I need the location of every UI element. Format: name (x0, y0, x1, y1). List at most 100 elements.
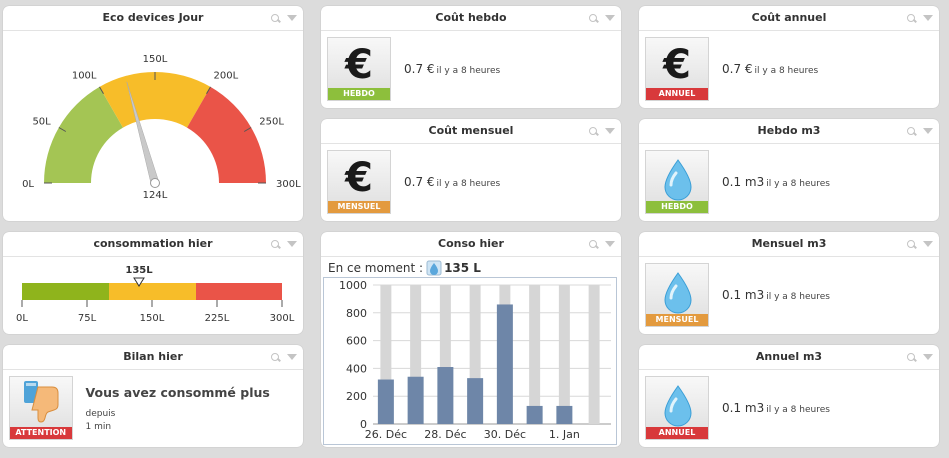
cout-annuel-widget: Coût annuel € ANNUEL 0.7 € il y a 8 heure… (639, 6, 939, 108)
y-tick-label: 600 (346, 335, 367, 348)
bilan-since: depuis (85, 409, 116, 419)
moment-label: En ce moment : (328, 261, 424, 275)
widget-title: Conso hier (438, 237, 504, 250)
since-text: il y a 8 heures (766, 405, 830, 415)
magnifier-icon[interactable] (271, 239, 280, 249)
chart-bar[interactable] (556, 405, 573, 424)
chart-bar[interactable] (558, 285, 570, 424)
magnifier-icon[interactable] (907, 239, 916, 249)
water-tile[interactable]: HEBDO (645, 150, 709, 214)
cost-tile[interactable]: € MENSUEL (327, 150, 391, 214)
chart-bar[interactable] (467, 378, 484, 424)
mensuel-m3-widget: Mensuel m3 MENSUEL 0.1 m3 il y a 8 heures (639, 232, 939, 334)
magnifier-icon[interactable] (589, 239, 598, 249)
tile-value: 0.7 € il y a 8 heures (404, 175, 500, 189)
tile-value: 0.7 € il y a 8 heures (404, 62, 500, 76)
tile-row: ATTENTION Vous avez consommé plus depuis… (9, 376, 303, 440)
tile-band: ANNUEL (646, 427, 708, 439)
magnifier-icon[interactable] (271, 13, 280, 23)
widget-title: Mensuel m3 (751, 237, 827, 250)
chart-bar[interactable] (588, 285, 600, 424)
water-tile[interactable]: ANNUEL (645, 376, 709, 440)
chart-bar[interactable] (439, 285, 451, 424)
gauge-value-label: 124L (143, 190, 168, 201)
tile-band: MENSUEL (328, 201, 390, 213)
chevron-down-icon[interactable] (923, 15, 933, 21)
cost-tile[interactable]: € HEBDO (327, 37, 391, 101)
tile-row: € HEBDO 0.7 € il y a 8 heures (327, 37, 500, 101)
chevron-down-icon[interactable] (923, 128, 933, 134)
euro-icon: € (663, 42, 691, 88)
magnifier-icon[interactable] (907, 352, 916, 362)
chevron-down-icon[interactable] (605, 15, 615, 21)
gauge-label: 0L (22, 179, 34, 190)
widget-tools (907, 6, 933, 30)
chart-bar[interactable] (526, 405, 543, 424)
tile-band: ANNUEL (646, 88, 708, 100)
gauge-label: 200L (214, 71, 239, 82)
widget-title: Coût annuel (751, 11, 827, 24)
hebdo-m3-widget: Hebdo m3 HEBDO 0.1 m3 il y a 8 heures (639, 119, 939, 221)
chevron-down-icon[interactable] (923, 354, 933, 360)
widget-header: Coût mensuel (321, 119, 621, 144)
linear-band-green (22, 283, 109, 300)
chart-bar[interactable] (410, 285, 422, 424)
magnifier-icon[interactable] (907, 126, 916, 136)
y-tick-label: 800 (346, 307, 367, 320)
widget-tools (589, 6, 615, 30)
gauge-tick (243, 127, 252, 132)
chart-bar[interactable] (380, 285, 392, 424)
tile-value: 0.7 € il y a 8 heures (722, 62, 818, 76)
chart-bar[interactable] (496, 304, 513, 424)
gauge-labels: 0L 50L 100L 150L 200L 250L 300L (22, 54, 301, 190)
chart-bar[interactable] (377, 379, 394, 424)
gauge-band-red (187, 86, 266, 183)
x-tick-label: 30. Déc (484, 428, 526, 441)
tile-row: ANNUEL 0.1 m3 il y a 8 heures (645, 376, 830, 440)
since-text: il y a 8 heures (766, 179, 830, 189)
widget-title: Hebdo m3 (757, 124, 821, 137)
gauge-band-yellow (99, 72, 211, 128)
widget-header: Eco devices Jour (3, 6, 303, 31)
value-text: 0.7 € (404, 175, 435, 189)
widget-header: Conso hier (321, 232, 621, 257)
magnifier-icon[interactable] (271, 352, 280, 362)
linear-label: 75L (78, 313, 97, 324)
bilan-message: Vous avez consommé plus (85, 385, 270, 400)
bilan-text: Vous avez consommé plus depuis 1 min (86, 382, 304, 432)
widget-title: Eco devices Jour (102, 11, 204, 24)
attention-tile[interactable]: ATTENTION (9, 376, 73, 440)
chart-bar[interactable] (437, 367, 454, 424)
chevron-down-icon[interactable] (605, 128, 615, 134)
moment-line: En ce moment : 135 L (328, 260, 481, 276)
chevron-down-icon[interactable] (287, 15, 297, 21)
x-tick-label: 26. Déc (365, 428, 407, 441)
chart-bar[interactable] (529, 285, 541, 424)
widget-tools (589, 119, 615, 143)
euro-icon: € (345, 155, 373, 201)
chevron-down-icon[interactable] (923, 241, 933, 247)
magnifier-icon[interactable] (589, 13, 598, 23)
gauge-tick (206, 86, 211, 95)
magnifier-icon[interactable] (589, 126, 598, 136)
conso-bar-chart: 0 200 400 600 800 1000 26. Déc 28. Déc 30. Déc 1… (339, 279, 611, 441)
y-tick-label: 0 (360, 418, 367, 431)
since-text: il y a 8 heures (436, 179, 501, 189)
chevron-down-icon[interactable] (605, 241, 615, 247)
gauge-label: 250L (259, 117, 284, 128)
chart-bar[interactable] (407, 376, 424, 424)
tile-band: MENSUEL (646, 314, 708, 326)
magnifier-icon[interactable] (907, 13, 916, 23)
tile-row: € ANNUEL 0.7 € il y a 8 heures (645, 37, 818, 101)
chevron-down-icon[interactable] (287, 354, 297, 360)
chevron-down-icon[interactable] (287, 241, 297, 247)
water-tile[interactable]: MENSUEL (645, 263, 709, 327)
widget-tools (271, 6, 297, 30)
chart-bar[interactable] (469, 285, 481, 424)
chart-frame (323, 277, 617, 445)
linear-label: 225L (205, 313, 230, 324)
since-text: il y a 8 heures (436, 66, 501, 76)
cost-tile[interactable]: € ANNUEL (645, 37, 709, 101)
value-text: 0.1 m3 (722, 175, 765, 189)
widget-tools (907, 232, 933, 256)
